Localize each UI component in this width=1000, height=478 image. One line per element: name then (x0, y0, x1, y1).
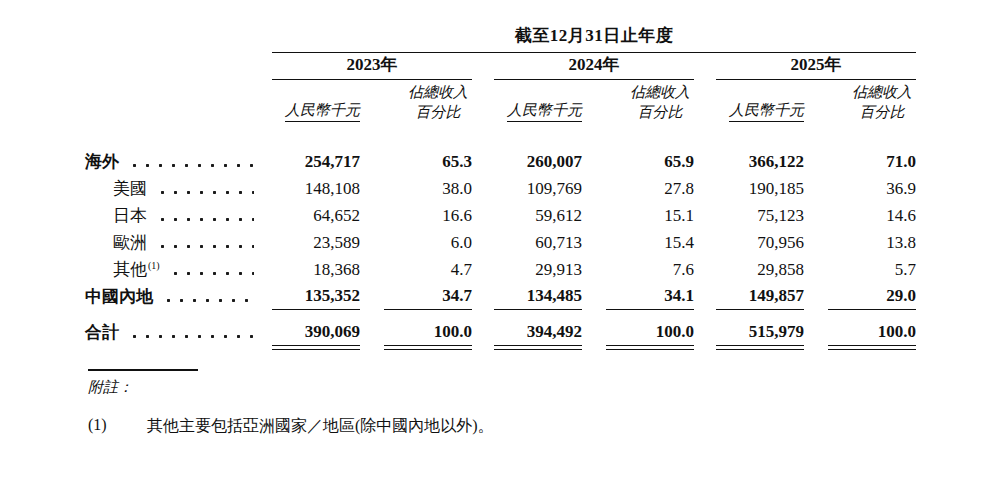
cell-value: 71.0 (828, 148, 916, 175)
year-header-2025: 2025年 (716, 53, 916, 80)
row-label: 美國 (113, 180, 147, 199)
cell-value: 5.7 (828, 256, 916, 283)
cell-value: 36.9 (828, 175, 916, 202)
table-header-period: 截至12月31日止年度 (85, 24, 916, 52)
cell-value: 27.8 (606, 175, 694, 202)
col-header-rmb-2023: 人民幣千元 (272, 80, 360, 122)
dot-leader (156, 217, 254, 222)
col-header-pct-2024: 佔總收入百分比 (606, 80, 694, 122)
dot-leader (156, 190, 254, 195)
cell-value: 366,122 (716, 148, 804, 175)
table-row-europe: 歐洲 23,589 6.0 60,713 15.4 70,956 13.8 (85, 229, 916, 256)
cell-value: 13.8 (828, 229, 916, 256)
cell-value: 4.7 (384, 256, 472, 283)
row-label: 日本 (113, 207, 147, 226)
col-header-rmb-2024: 人民幣千元 (494, 80, 582, 122)
cell-value: 64,652 (272, 202, 360, 229)
cell-value: 34.1 (606, 283, 694, 310)
row-label: 中國內地 (85, 288, 153, 307)
cell-value: 75,123 (716, 202, 804, 229)
row-label: 海外 (85, 153, 119, 172)
cell-value: 29,858 (716, 256, 804, 283)
cell-value: 16.6 (384, 202, 472, 229)
notes-heading: 附註： (88, 378, 948, 397)
table-row-us: 美國 148,108 38.0 109,769 27.8 190,185 36.… (85, 175, 916, 202)
cell-value: 60,713 (494, 229, 582, 256)
cell-value: 15.1 (606, 202, 694, 229)
cell-value: 260,007 (494, 148, 582, 175)
document-page: 截至12月31日止年度 2023年 2024年 2025年 人民幣千元 佔總收入… (0, 0, 1000, 478)
dot-leader (156, 244, 254, 249)
footnote-marker: (1) (88, 416, 147, 437)
cell-value: 109,769 (494, 175, 582, 202)
col-header-pct-2023: 佔總收入百分比 (384, 80, 472, 122)
table-row-overseas: 海外 254,717 65.3 260,007 65.9 366,122 71.… (85, 148, 916, 175)
row-label: 歐洲 (113, 234, 147, 253)
dot-leader (169, 271, 254, 276)
revenue-by-region-table: 截至12月31日止年度 2023年 2024年 2025年 人民幣千元 佔總收入… (85, 24, 916, 346)
table-row-total: 合計 390,069 100.0 394,492 100.0 515,979 1… (85, 310, 916, 346)
dot-leader (162, 298, 254, 303)
table-row-others: 其他(1) 18,368 4.7 29,913 7.6 29,858 5.7 (85, 256, 916, 283)
cell-value: 38.0 (384, 175, 472, 202)
cell-value: 394,492 (494, 310, 582, 346)
cell-value: 515,979 (716, 310, 804, 346)
cell-value: 65.9 (606, 148, 694, 175)
cell-value: 14.6 (828, 202, 916, 229)
cell-value: 34.7 (384, 283, 472, 310)
row-label: 其他(1) (113, 261, 160, 280)
cell-value: 100.0 (606, 310, 694, 346)
dot-leader (128, 163, 254, 168)
column-subheader-row: 人民幣千元 佔總收入百分比 人民幣千元 佔總收入百分比 人民幣千元 佔總收入百分… (85, 80, 916, 122)
cell-value: 190,185 (716, 175, 804, 202)
cell-value: 100.0 (828, 310, 916, 346)
table-row-japan: 日本 64,652 16.6 59,612 15.1 75,123 14.6 (85, 202, 916, 229)
col-header-rmb-2025: 人民幣千元 (716, 80, 804, 122)
footnote-separator-rule (88, 369, 198, 371)
cell-value: 15.4 (606, 229, 694, 256)
cell-value: 149,857 (716, 283, 804, 310)
cell-value: 29,913 (494, 256, 582, 283)
cell-value: 390,069 (272, 310, 360, 346)
row-label: 合計 (85, 324, 119, 343)
cell-value: 100.0 (384, 310, 472, 346)
footnote-item-1: (1) 其他主要包括亞洲國家／地區(除中國內地以外)。 (88, 416, 948, 437)
footnote-superscript: (1) (148, 260, 160, 271)
cell-value: 23,589 (272, 229, 360, 256)
header-body-spacer (85, 122, 916, 148)
year-header-2024: 2024年 (494, 53, 694, 80)
footnotes-section: 附註： (1) 其他主要包括亞洲國家／地區(除中國內地以外)。 (88, 369, 948, 437)
cell-value: 254,717 (272, 148, 360, 175)
label-column-spacer (85, 24, 272, 53)
cell-value: 65.3 (384, 148, 472, 175)
period-title: 截至12月31日止年度 (272, 24, 916, 53)
cell-value: 18,368 (272, 256, 360, 283)
cell-value: 59,612 (494, 202, 582, 229)
cell-value: 29.0 (828, 283, 916, 310)
year-header-2023: 2023年 (272, 53, 472, 80)
cell-value: 6.0 (384, 229, 472, 256)
cell-value: 7.6 (606, 256, 694, 283)
col-header-pct-2025: 佔總收入百分比 (828, 80, 916, 122)
cell-value: 148,108 (272, 175, 360, 202)
year-header-row: 2023年 2024年 2025年 (85, 53, 916, 80)
cell-value: 135,352 (272, 283, 360, 310)
dot-leader (128, 334, 254, 339)
table-row-mainland-china: 中國內地 135,352 34.7 134,485 34.1 149,857 2… (85, 283, 916, 310)
cell-value: 70,956 (716, 229, 804, 256)
cell-value: 134,485 (494, 283, 582, 310)
footnote-text: 其他主要包括亞洲國家／地區(除中國內地以外)。 (147, 416, 948, 437)
